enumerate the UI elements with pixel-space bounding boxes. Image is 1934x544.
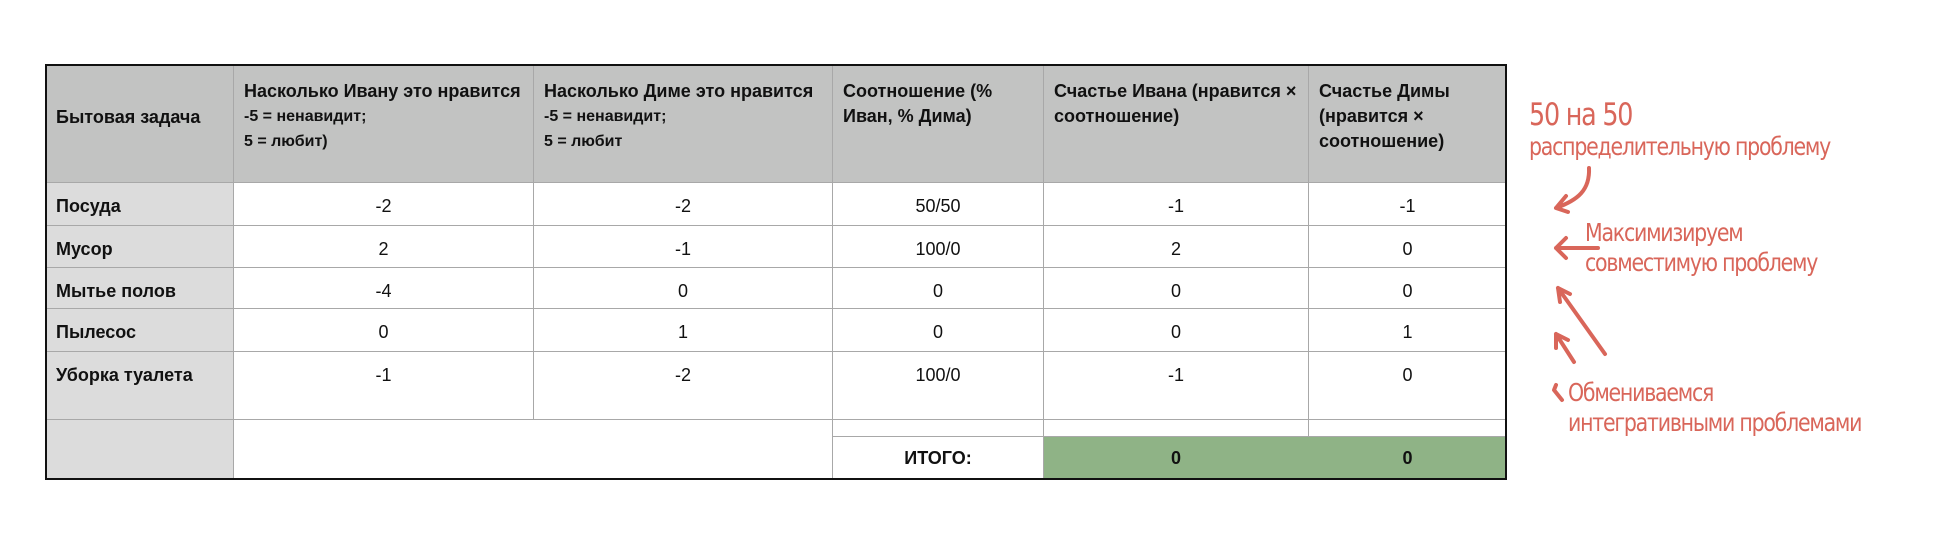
cell-ivan: 2 [234,226,534,268]
arrow-integrative-2 [1554,332,1576,364]
cell-ivan: -4 [234,268,534,309]
annotation-integrative-line2: интегративными проблемами [1568,408,1862,437]
total-dima: 0 [1309,437,1506,479]
cell-dima: -2 [534,183,833,226]
cell-ratio: 0 [833,268,1044,309]
spacer-cell [833,420,1044,437]
arrow-distributive [1554,166,1592,214]
cell-dima: -1 [534,226,833,268]
cell-dima-h: 0 [1309,268,1506,309]
annotation-integrative: Обмениваемся интегративными проблемами [1568,378,1862,438]
total-label: ИТОГО: [833,437,1044,479]
arrow-compatible [1554,236,1600,260]
cell-ratio: 50/50 [833,183,1044,226]
annotation-compatible: Максимизируем совместимую проблему [1585,218,1818,278]
cell-ratio: 100/0 [833,226,1044,268]
cell-ivan: -2 [234,183,534,226]
annotation-distributive: 50 на 50 распределительную проблему [1529,97,1831,162]
cell-dima-h: 0 [1309,352,1506,420]
row-label: Посуда [46,183,234,226]
cell-dima-h: 0 [1309,226,1506,268]
annotation-integrative-line1: Обмениваемся [1568,378,1714,407]
row-label: Мусор [46,226,234,268]
cell-ivan-h: 2 [1044,226,1309,268]
spacer-cell [1309,420,1506,437]
header-dima-likes: Насколько Диме это нравится -5 = ненавид… [534,65,833,183]
cell-ivan-h: 0 [1044,268,1309,309]
cell-dima: -2 [534,352,833,420]
header-dima-likes-note1: -5 = ненавидит; [544,108,667,125]
cell-ivan: -1 [234,352,534,420]
spacer-cell [1044,420,1309,437]
row-label: Мытье полов [46,268,234,309]
arrow-integrative-3 [1552,383,1564,402]
header-ratio: Соотношение (% Иван, % Дима) [833,65,1044,183]
annotation-distributive-line1: 50 на 50 [1529,97,1633,133]
cell-dima: 0 [534,268,833,309]
header-ivan-likes-title: Насколько Ивану это нравится [244,81,521,101]
cell-dima: 1 [534,309,833,352]
cell-ivan-h: -1 [1044,352,1309,420]
empty-label-cell [46,420,234,479]
cell-dima-h: 1 [1309,309,1506,352]
arrow-integrative-1 [1556,286,1607,356]
header-task: Бытовая задача [46,65,234,183]
cell-dima-h: -1 [1309,183,1506,226]
row-label: Уборка туалета [46,352,234,420]
header-dima-happiness: Счастье Димы (нравится × соотношение) [1309,65,1506,183]
header-ivan-likes: Насколько Ивану это нравится -5 = ненави… [234,65,534,183]
annotation-compatible-line1: Максимизируем [1585,218,1744,247]
total-ivan: 0 [1044,437,1309,479]
chores-table: Бытовая задача Насколько Ивану это нрави… [46,65,1506,479]
header-dima-likes-note2: 5 = любит [544,133,623,150]
cell-ivan-h: 0 [1044,309,1309,352]
cell-ratio: 100/0 [833,352,1044,420]
cell-ratio: 0 [833,309,1044,352]
annotation-compatible-line2: совместимую проблему [1585,248,1818,277]
header-ivan-likes-note1: -5 = ненавидит; [244,108,367,125]
row-label: Пылесос [46,309,234,352]
cell-ivan-h: -1 [1044,183,1309,226]
header-dima-likes-title: Насколько Диме это нравится [544,81,814,101]
header-ivan-likes-note2: 5 = любит) [244,133,328,150]
header-ivan-happiness: Счастье Ивана (нравится × соотношение) [1044,65,1309,183]
annotation-distributive-line2: распределительную проблему [1529,132,1831,161]
empty-merged-cell [234,420,833,479]
cell-ivan: 0 [234,309,534,352]
